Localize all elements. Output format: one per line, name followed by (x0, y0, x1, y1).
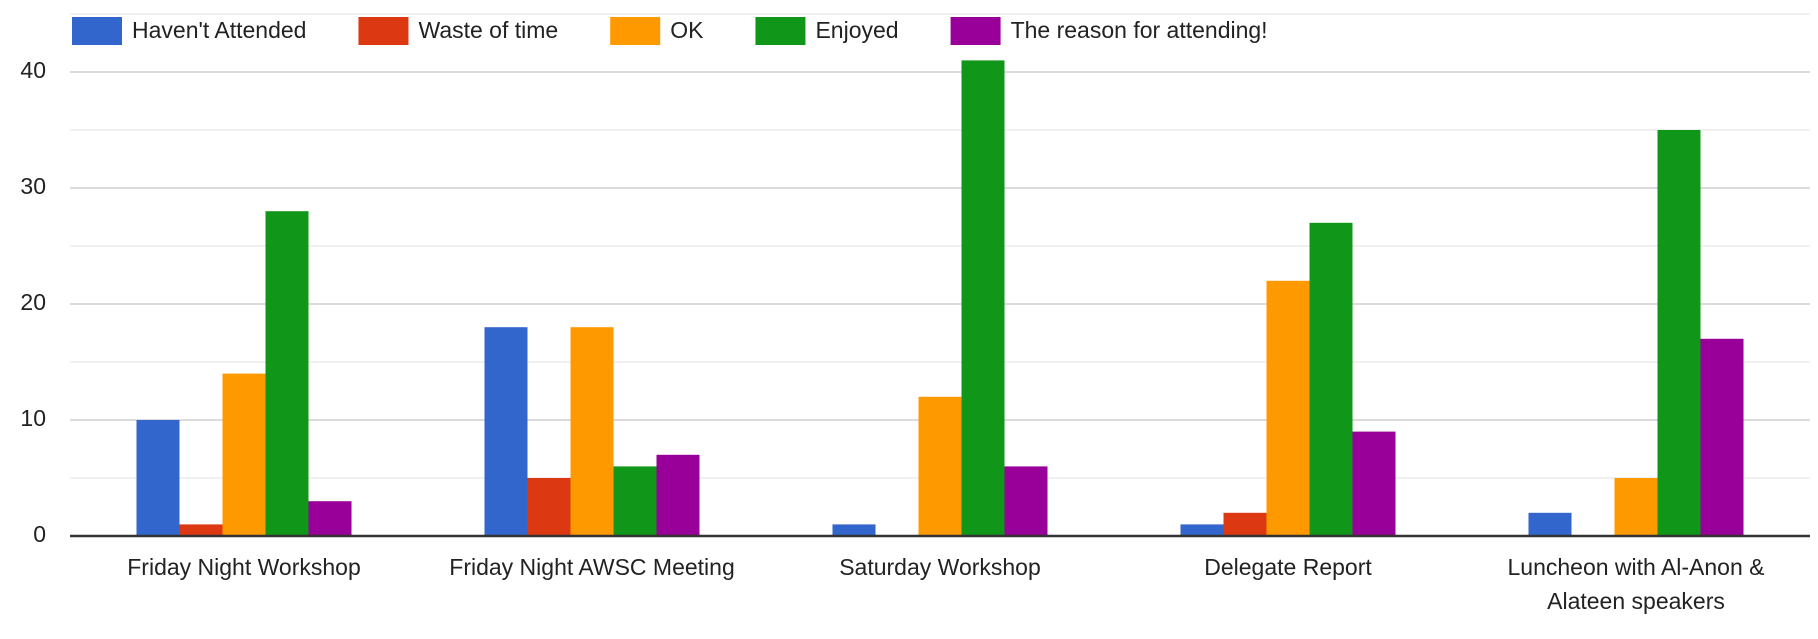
x-tick-label: Saturday Workshop (839, 554, 1041, 580)
legend-label: The reason for attending! (1011, 17, 1268, 43)
bar (527, 478, 571, 536)
bar (484, 327, 528, 536)
bar (1657, 130, 1701, 536)
legend-swatch (755, 17, 806, 45)
y-tick-label: 30 (20, 173, 46, 199)
bar (308, 501, 352, 536)
legend-swatch (950, 17, 1001, 45)
x-tick-label: Luncheon with Al-Anon & Alateen speakers (1507, 554, 1765, 614)
legend-swatch (358, 17, 409, 45)
bar (179, 524, 223, 536)
bar (1352, 431, 1396, 536)
bar (1700, 338, 1744, 536)
bar (222, 373, 266, 536)
bar (832, 524, 876, 536)
legend-label: Haven't Attended (132, 17, 306, 43)
bar (136, 420, 180, 536)
bar (1614, 478, 1658, 536)
y-tick-label: 20 (20, 289, 46, 315)
legend-label: Waste of time (418, 17, 558, 43)
bar (1223, 512, 1267, 536)
x-tick-label: Delegate Report (1204, 554, 1372, 580)
x-tick-label: Friday Night AWSC Meeting (449, 554, 735, 580)
bar (265, 211, 309, 536)
y-tick-label: 10 (20, 405, 46, 431)
legend-swatch (72, 17, 122, 45)
bar (1528, 512, 1572, 536)
legend-label: Enjoyed (815, 17, 898, 43)
x-tick-label: Friday Night Workshop (127, 554, 361, 580)
bar (961, 60, 1005, 537)
bar (1266, 280, 1310, 536)
bar (1004, 466, 1048, 536)
bar (613, 466, 657, 536)
bar (918, 396, 962, 536)
bar (570, 327, 614, 536)
y-tick-label: 40 (20, 57, 46, 83)
legend-swatch (610, 17, 661, 45)
bar (1309, 222, 1353, 537)
bar (1180, 524, 1224, 536)
legend-label: OK (670, 17, 704, 43)
bar (656, 454, 700, 536)
y-tick-label: 0 (33, 521, 46, 547)
